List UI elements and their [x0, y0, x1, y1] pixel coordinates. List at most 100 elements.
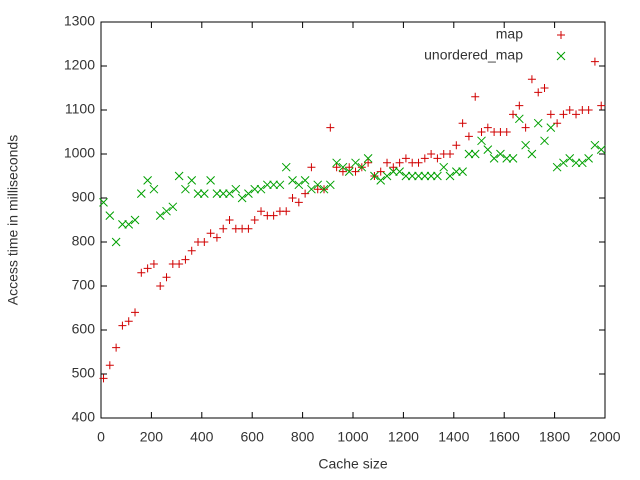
data-point — [464, 132, 473, 141]
data-point — [124, 317, 133, 326]
legend-label: unordered_map — [424, 47, 523, 63]
x-tick-label: 0 — [97, 429, 105, 445]
data-point — [458, 167, 467, 176]
data-point — [345, 163, 354, 172]
x-tick-label: 800 — [291, 429, 315, 445]
data-point — [458, 119, 467, 128]
data-point — [282, 207, 291, 216]
data-point — [118, 220, 127, 229]
data-point — [149, 184, 159, 194]
data-point — [553, 119, 562, 128]
data-point — [565, 106, 574, 114]
data-point — [597, 101, 606, 110]
y-tick-label: 800 — [72, 233, 96, 249]
data-point — [439, 162, 449, 172]
data-point — [571, 158, 581, 168]
data-point — [174, 171, 184, 181]
data-point — [288, 194, 297, 202]
data-point — [452, 141, 461, 150]
data-point — [364, 158, 373, 167]
data-point — [200, 238, 209, 246]
data-point — [162, 273, 171, 282]
data-point — [275, 180, 285, 190]
data-point — [218, 189, 228, 198]
data-point — [388, 167, 398, 176]
data-point — [351, 158, 360, 168]
data-point — [590, 57, 599, 66]
data-point — [143, 176, 152, 185]
data-point — [326, 123, 335, 132]
data-point — [363, 154, 373, 163]
data-point — [407, 171, 417, 181]
data-point — [483, 123, 492, 132]
data-point — [105, 211, 115, 220]
data-point — [572, 110, 581, 119]
data-point — [118, 321, 127, 330]
x-tick-label: 1600 — [489, 429, 520, 445]
data-point — [124, 220, 134, 229]
plot-border — [100, 21, 606, 419]
x-tick-label: 1000 — [337, 429, 368, 445]
data-point — [533, 118, 543, 128]
data-point — [370, 171, 379, 181]
data-point — [231, 184, 241, 194]
data-point — [225, 216, 234, 224]
data-point — [162, 206, 171, 216]
data-point — [131, 308, 140, 317]
data-point — [426, 171, 436, 181]
data-point — [319, 184, 329, 194]
y-tick-label: 1300 — [64, 13, 95, 29]
data-point — [193, 189, 203, 198]
data-point — [199, 189, 209, 198]
data-point — [137, 268, 146, 277]
data-point — [105, 361, 114, 370]
data-point — [294, 198, 303, 207]
data-point — [395, 158, 404, 167]
data-point — [332, 158, 341, 168]
data-point — [212, 233, 221, 242]
data-point — [446, 150, 455, 158]
data-point — [401, 154, 410, 163]
data-point — [514, 114, 524, 124]
data-point — [401, 171, 411, 181]
data-point — [471, 92, 480, 101]
data-point — [433, 171, 442, 181]
data-point — [521, 140, 530, 150]
data-point — [187, 176, 197, 185]
data-point — [338, 162, 348, 172]
data-point — [294, 180, 304, 190]
data-point — [99, 198, 108, 207]
data-point — [237, 193, 247, 203]
data-point — [521, 123, 530, 132]
data-point — [489, 154, 499, 163]
data-point — [351, 167, 360, 176]
x-axis-label: Cache size — [318, 456, 387, 472]
data-point — [376, 167, 385, 176]
data-point — [301, 189, 310, 198]
data-point — [168, 202, 178, 212]
data-point — [181, 184, 190, 194]
data-point — [477, 136, 486, 146]
data-point — [420, 154, 429, 163]
data-point — [502, 128, 511, 136]
data-point — [130, 215, 140, 225]
data-point — [219, 224, 228, 233]
data-point — [509, 110, 518, 119]
data-point — [338, 167, 347, 176]
data-point — [470, 149, 480, 159]
data-point — [206, 176, 215, 185]
y-tick-label: 1100 — [65, 101, 95, 117]
data-point — [225, 189, 234, 198]
data-point — [262, 180, 272, 190]
data-point — [508, 154, 518, 163]
y-tick-label: 1000 — [64, 145, 95, 161]
legend-marker — [557, 31, 565, 39]
data-point — [256, 184, 266, 194]
data-point — [269, 211, 278, 220]
data-point — [155, 211, 165, 220]
data-point — [546, 110, 555, 119]
data-point — [414, 171, 423, 181]
data-point — [307, 163, 316, 172]
data-point — [420, 171, 430, 181]
